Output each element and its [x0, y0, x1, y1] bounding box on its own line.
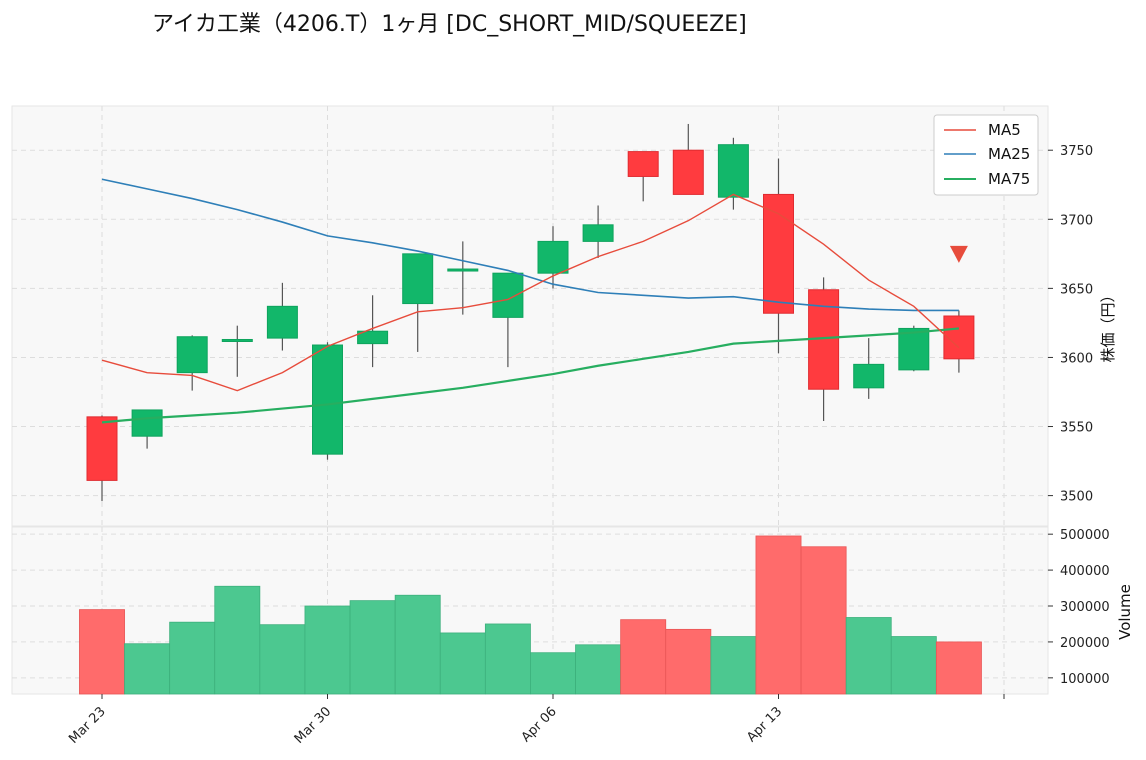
volume-axis-label: Volume	[1116, 584, 1134, 640]
volume-bar	[394, 594, 441, 695]
date-axis: Mar 23 Mar 30 Apr 06 Apr 13	[66, 694, 1005, 747]
legend-ma75-label: MA75	[988, 170, 1030, 188]
price-panel-background	[11, 105, 1049, 527]
candle-body	[492, 272, 524, 318]
volume-axis: 100000 200000 300000 400000 500000	[1048, 528, 1110, 687]
candle-body	[266, 305, 298, 339]
candle-body	[447, 268, 479, 272]
candle-body	[402, 253, 434, 305]
sell-signal	[949, 245, 968, 263]
volume-bar	[800, 546, 847, 695]
volume-bar	[169, 621, 216, 695]
price-axis: 3500 3550 3600 3650 3700 3750	[1048, 144, 1093, 505]
ma75-line	[101, 327, 960, 424]
date-tick-label: Mar 30	[292, 704, 335, 747]
candle-body	[943, 315, 975, 360]
candle-body	[131, 409, 163, 437]
moving-average-lines	[101, 178, 960, 424]
date-tick-label: Apr 06	[519, 704, 560, 745]
legend-ma25-label: MA25	[988, 145, 1030, 163]
candle-body	[672, 149, 704, 195]
price-tick-label: 3550	[1060, 421, 1093, 436]
legend-box	[933, 114, 1039, 196]
volume-bar	[79, 609, 125, 695]
price-tick-label: 3750	[1060, 144, 1093, 159]
volume-bar	[710, 636, 757, 695]
candle-body	[853, 363, 885, 389]
volume-bar	[124, 643, 171, 695]
price-tick-label: 3700	[1060, 213, 1093, 228]
candle-body	[717, 144, 749, 198]
volume-bar	[935, 641, 982, 695]
volume-bar	[484, 623, 531, 695]
volume-bar	[890, 636, 937, 695]
volume-tick-label: 300000	[1060, 600, 1110, 615]
volume-bar	[214, 585, 261, 695]
candle-body	[86, 416, 118, 481]
volume-bar	[755, 535, 802, 695]
candle-body	[176, 336, 208, 374]
candle-body	[221, 338, 253, 342]
volume-tick-label: 500000	[1060, 528, 1110, 543]
volume-bar	[665, 628, 712, 695]
volume-tick-label: 200000	[1060, 636, 1110, 651]
volume-bar	[845, 617, 892, 695]
candle-body	[898, 327, 930, 371]
price-tick-label: 3600	[1060, 351, 1093, 366]
volume-tick-label: 400000	[1060, 564, 1110, 579]
ma5-line	[101, 193, 960, 392]
price-axis-label: 株価（円）	[1099, 287, 1117, 362]
volume-tick-label: 100000	[1060, 672, 1110, 687]
volume-bar	[259, 624, 306, 695]
chart-title: アイカ工業（4206.T）1ヶ月 [DC_SHORT_MID/SQUEEZE]	[152, 12, 747, 37]
volume-bar	[349, 600, 396, 695]
ma25-line	[101, 178, 959, 312]
volume-bar	[620, 619, 667, 695]
volume-bar	[304, 605, 351, 695]
price-tick-label: 3650	[1060, 282, 1093, 297]
date-tick-label: Apr 13	[744, 704, 785, 745]
candle-body	[763, 193, 794, 314]
legend: MA5 MA25 MA75	[933, 114, 1039, 196]
volume-bars	[79, 535, 982, 695]
price-tick-label: 3500	[1060, 490, 1093, 505]
sell-signal-marker	[949, 245, 968, 263]
volume-bar	[575, 644, 622, 695]
candle-body	[312, 344, 343, 455]
candle-body	[357, 330, 389, 345]
candle-body	[627, 151, 659, 177]
volume-bar	[439, 632, 486, 695]
candle-body	[537, 240, 569, 274]
candle-body	[582, 224, 614, 242]
legend-ma5-label: MA5	[988, 121, 1021, 139]
date-tick-label: Mar 23	[66, 704, 109, 747]
volume-bar	[530, 652, 576, 695]
